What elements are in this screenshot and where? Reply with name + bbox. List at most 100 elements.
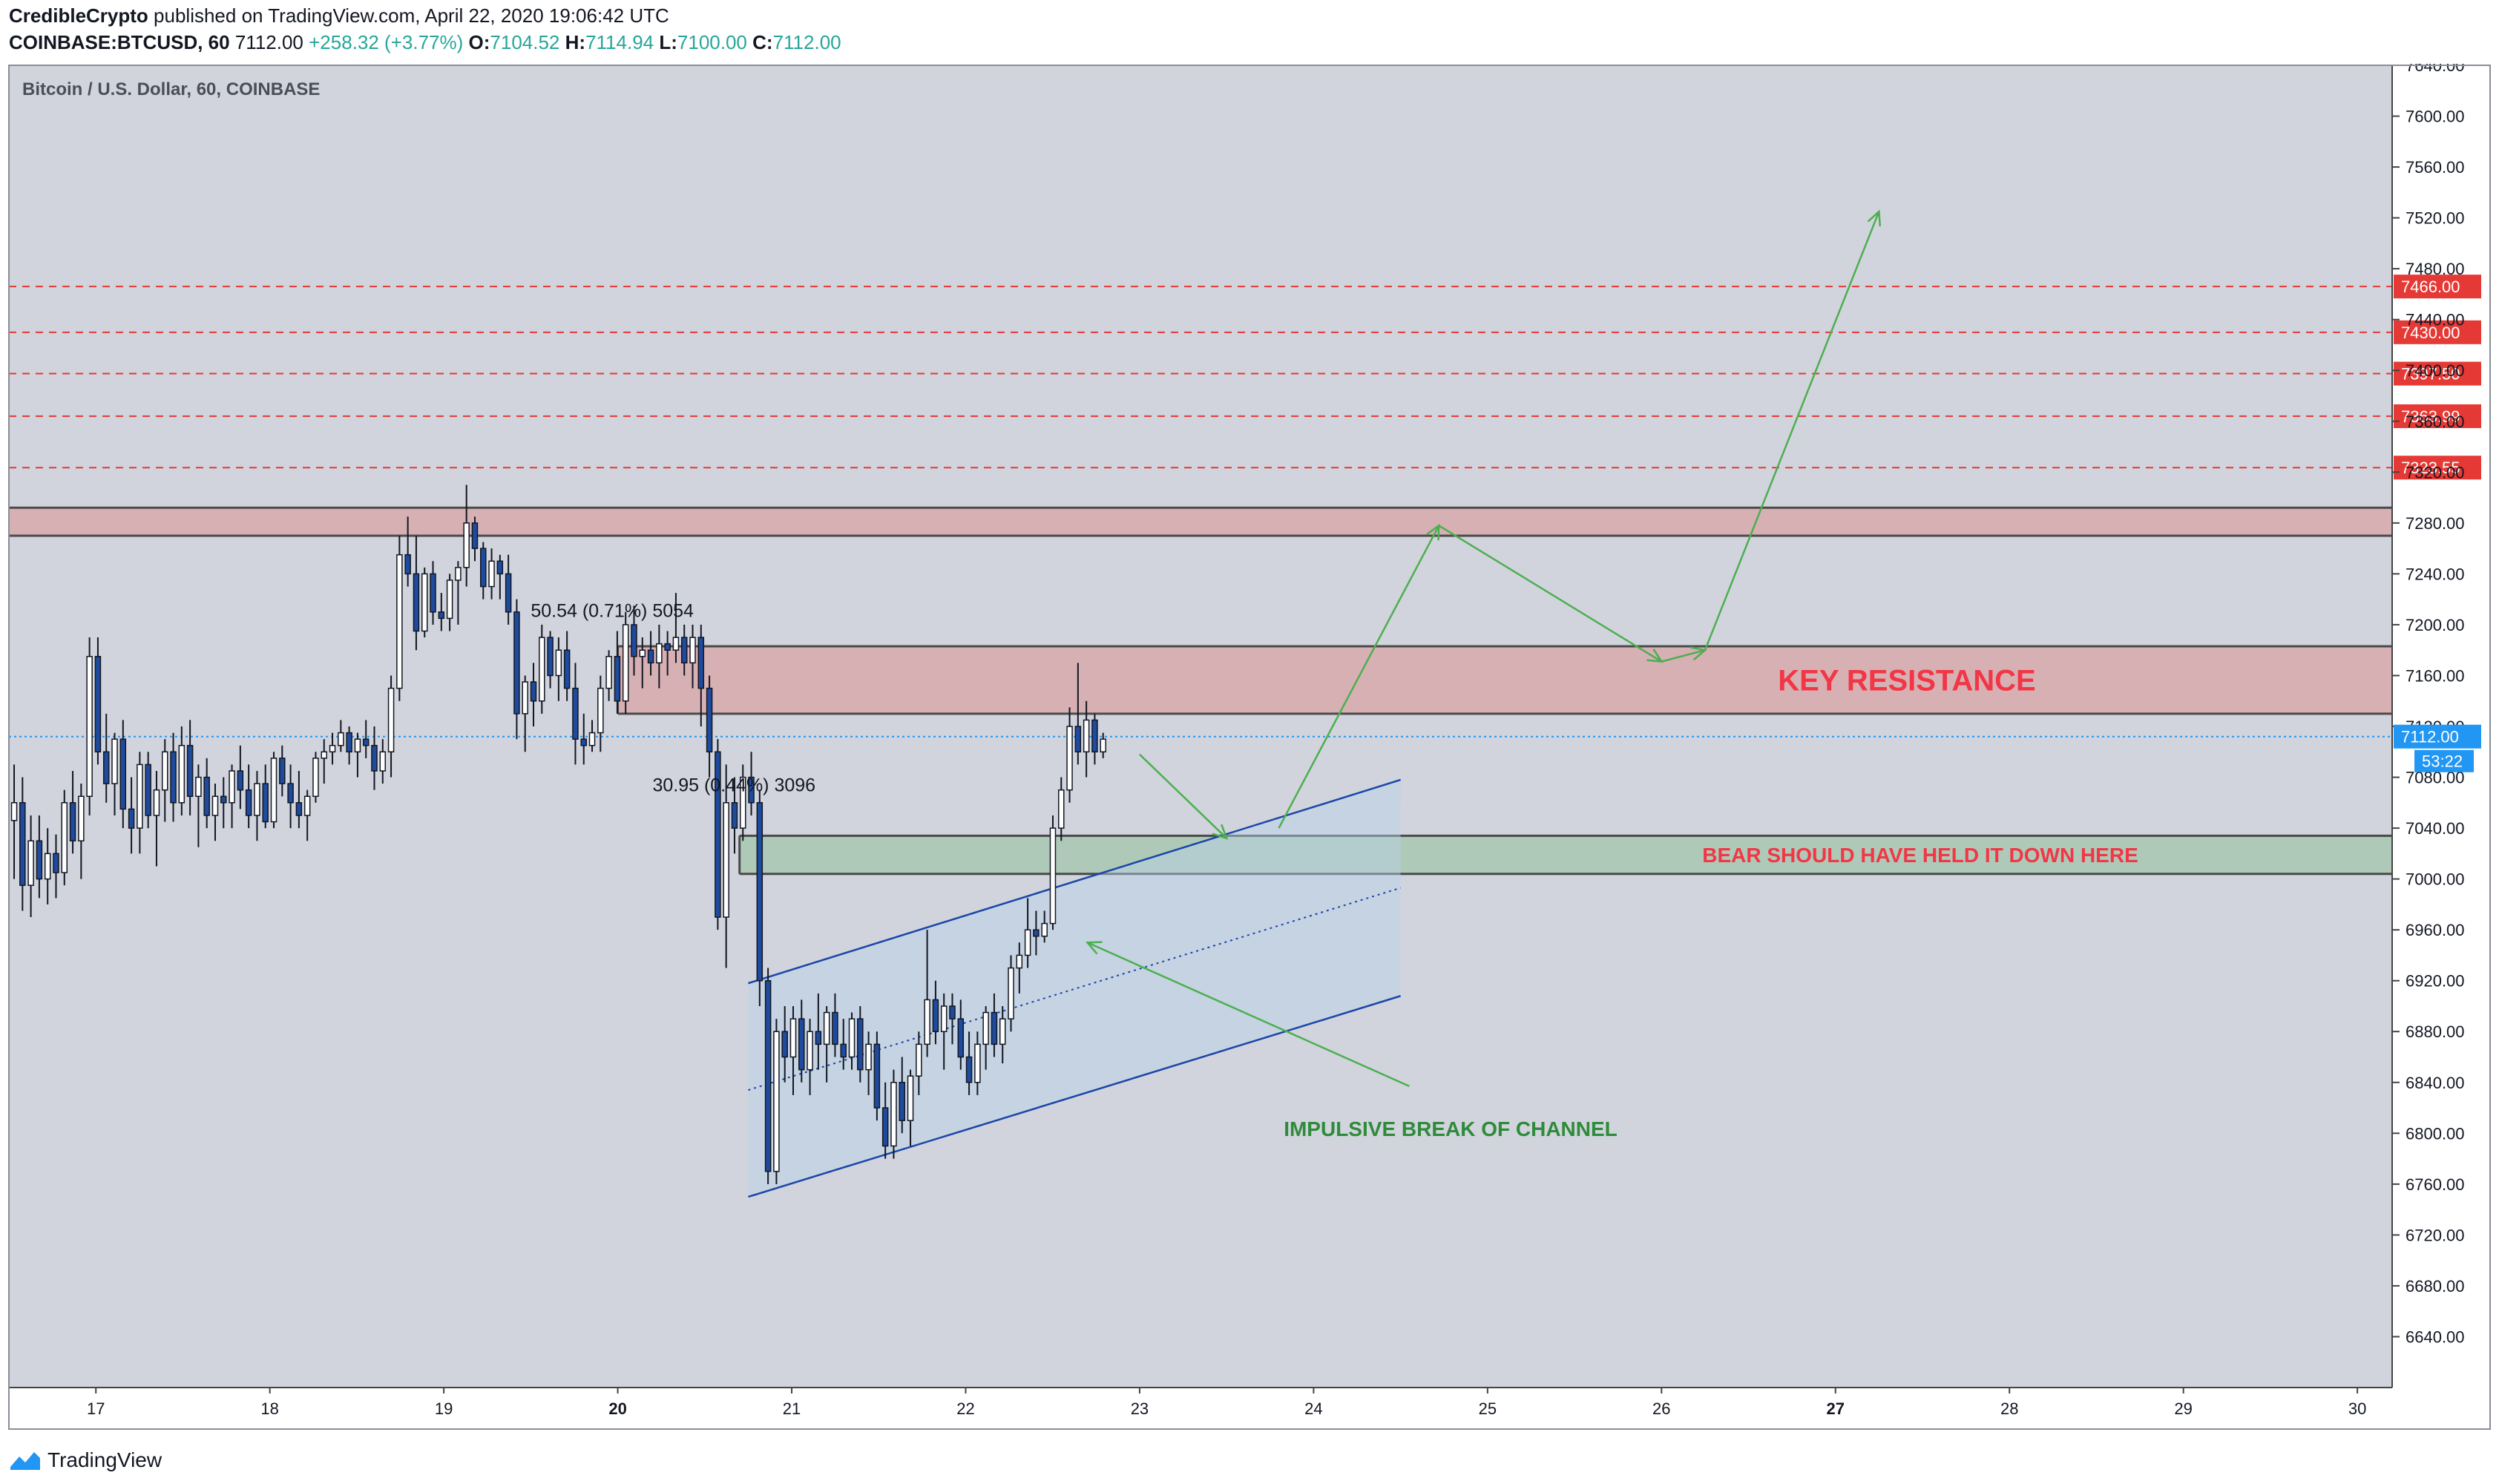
candle-body <box>1100 738 1106 753</box>
candle-body <box>991 1011 998 1045</box>
close-value: 7112.00 <box>772 31 841 53</box>
candle-body <box>111 738 118 784</box>
time-tick-label: 27 <box>1827 1399 1845 1418</box>
open-label: O: <box>468 31 490 53</box>
candle-body <box>496 560 504 575</box>
candle-body <box>739 776 746 829</box>
price-tick-label: 7600.00 <box>2406 108 2465 126</box>
candle-body <box>145 764 151 816</box>
candle-body <box>69 802 76 841</box>
tradingview-logo-icon <box>10 1452 40 1470</box>
time-tick-label: 17 <box>87 1399 105 1418</box>
candle-body <box>287 783 294 804</box>
candle-body <box>605 656 612 689</box>
impulsive-break-label: IMPULSIVE BREAK OF CHANNEL <box>1284 1117 1618 1140</box>
time-axis[interactable]: 17 18 19 20 21 22 23 24 25 26 27 28 29 30 <box>9 1387 2392 1418</box>
candle-body <box>614 656 621 702</box>
candle-body <box>387 687 395 753</box>
candle-body <box>338 732 344 746</box>
candle-body <box>1033 929 1040 937</box>
candle-body <box>119 738 127 810</box>
last-price-badge-label: 7112.00 <box>2401 728 2459 746</box>
candle-body <box>656 643 663 664</box>
projection-arrows[interactable] <box>1085 209 1882 1088</box>
candle-body <box>254 783 260 816</box>
footer: TradingView <box>0 1438 2499 1484</box>
candle-body <box>295 802 303 816</box>
time-tick-label: 19 <box>435 1399 453 1418</box>
candle-body <box>36 840 43 880</box>
author-name[interactable]: CredibleCrypto <box>9 4 148 27</box>
candle-body <box>873 1043 881 1109</box>
countdown-badge <box>2414 749 2474 772</box>
price-tick-label: 6760.00 <box>2406 1175 2465 1194</box>
candle-body <box>354 738 361 753</box>
candle-body <box>1024 929 1031 956</box>
candle-body <box>513 611 520 715</box>
candle-body <box>303 795 311 816</box>
low-value: 7100.00 <box>677 31 747 53</box>
projection-arrow-head <box>1867 209 1882 227</box>
candle-body <box>220 795 227 804</box>
price-axis[interactable]: 6640.00 6680.00 6720.00 6760.00 6800.00 6840.… <box>2391 56 2481 1388</box>
candle-body <box>715 751 721 918</box>
price-tick-label: 7240.00 <box>2406 565 2465 583</box>
price-tick-label: 6920.00 <box>2406 972 2465 991</box>
symbol-name[interactable]: COINBASE:BTCUSD, 60 <box>9 31 230 53</box>
tradingview-logo[interactable]: TradingView <box>9 1448 162 1472</box>
projection-arrow-segment <box>1278 525 1440 829</box>
time-tick-label: 18 <box>260 1399 278 1418</box>
candle-body <box>471 522 479 549</box>
price-tick-label: 7320.00 <box>2406 463 2465 482</box>
price-tick-label: 7480.00 <box>2406 260 2465 278</box>
level-badge <box>2394 361 2481 386</box>
candle-body <box>522 681 528 715</box>
candle-body <box>631 624 637 657</box>
impulse-arrow-line <box>1087 942 1410 1088</box>
candle-body <box>999 1018 1006 1045</box>
high-value: 7114.94 <box>585 31 654 53</box>
candle-body <box>572 687 579 740</box>
candle-body <box>128 808 135 829</box>
zone-bear-support <box>739 835 2393 874</box>
candle-body <box>807 1031 813 1071</box>
level-badge-label: 7323.55 <box>2401 459 2460 477</box>
time-tick-label: 26 <box>1652 1399 1670 1418</box>
projection-arrow-head <box>1212 824 1229 840</box>
candle-body <box>312 758 319 797</box>
price-tick-label: 6640.00 <box>2406 1327 2465 1346</box>
candle-body <box>781 1031 788 1058</box>
price-tick-label: 6960.00 <box>2406 921 2465 939</box>
low-label: L: <box>659 31 677 53</box>
candle-body <box>229 770 235 804</box>
projection-arrow-segment <box>1438 525 1662 663</box>
candle-body <box>463 522 470 568</box>
candle-body <box>94 656 102 753</box>
candle-body <box>346 732 352 753</box>
candle-body <box>689 637 696 664</box>
time-tick-label: 22 <box>956 1399 974 1418</box>
candle-body <box>321 751 328 759</box>
price-tick-label: 7000.00 <box>2406 870 2465 889</box>
candle-body <box>162 751 168 791</box>
projection-arrow-segment <box>1139 753 1228 839</box>
price-change: +258.32 (+3.77%) <box>309 31 464 53</box>
candle-body <box>195 776 202 797</box>
candle-body <box>86 656 93 797</box>
candle-body <box>865 1043 872 1071</box>
last-price-badge <box>2394 724 2481 749</box>
candle-body <box>211 795 219 816</box>
candle-body <box>680 637 688 664</box>
candle-body <box>965 1056 973 1083</box>
candle-body <box>672 637 680 651</box>
chart-background <box>9 65 2392 1388</box>
candle-body <box>404 554 411 575</box>
candle-body <box>857 1018 864 1071</box>
zones <box>9 506 2393 876</box>
candle-body <box>580 738 587 746</box>
candle-body <box>178 744 185 804</box>
candle-body <box>588 732 596 746</box>
candle-body <box>44 853 51 880</box>
candle-body <box>61 802 68 873</box>
